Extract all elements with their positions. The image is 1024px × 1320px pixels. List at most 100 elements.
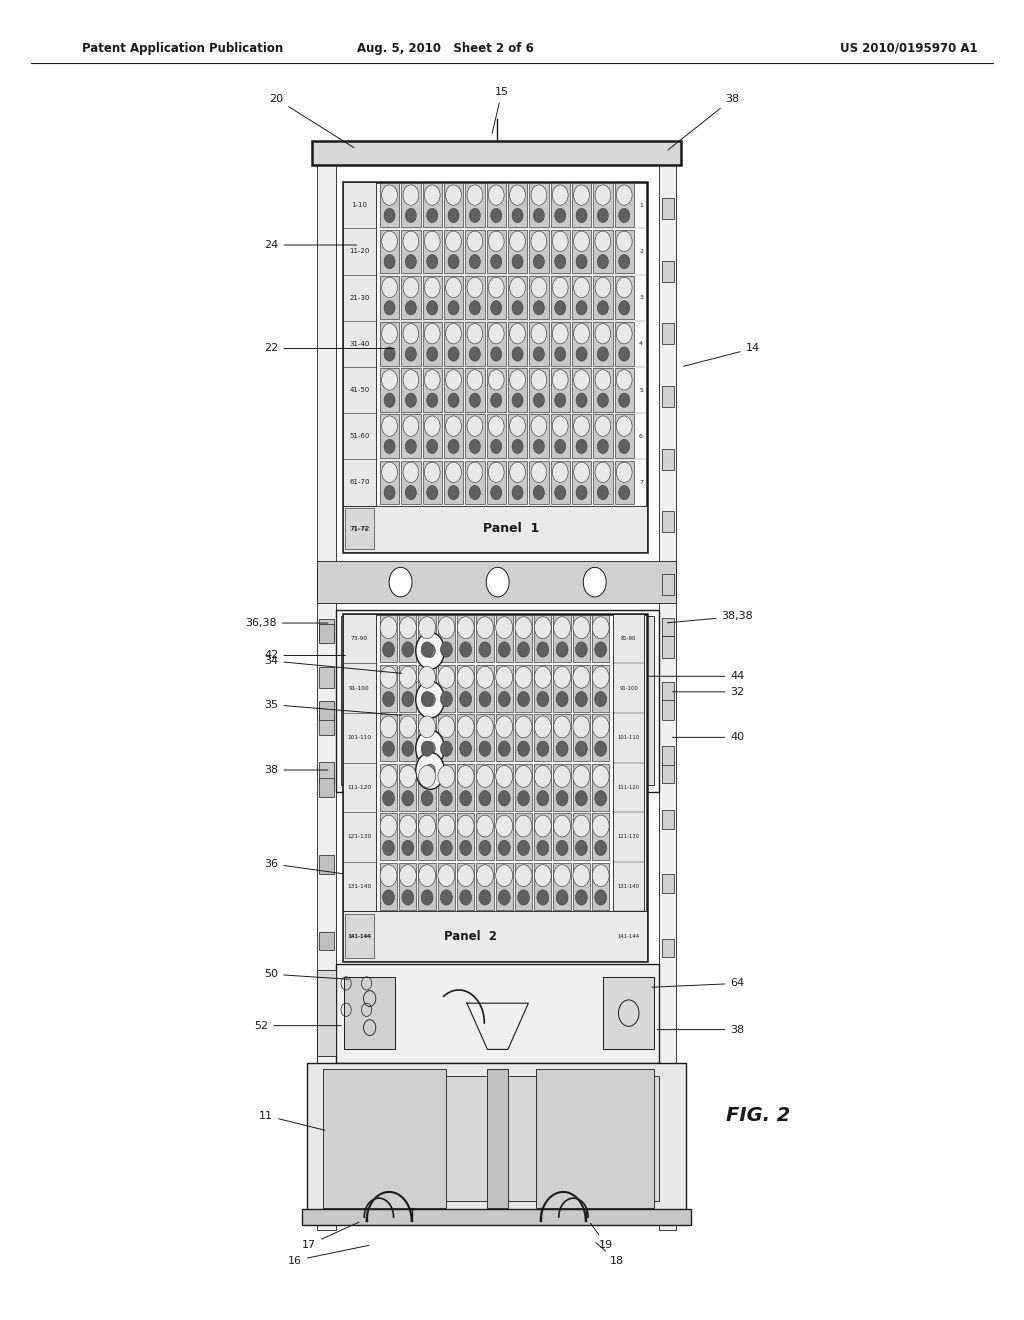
Bar [515,863,532,909]
Circle shape [490,440,502,454]
Text: 2: 2 [639,249,643,253]
Circle shape [499,791,510,807]
Bar [614,230,634,273]
Bar [399,764,417,810]
Circle shape [595,323,610,345]
Bar [444,414,463,458]
Bar [571,276,591,319]
Text: 141-144: 141-144 [348,933,371,939]
Text: 41-50: 41-50 [349,387,370,393]
Circle shape [595,692,606,706]
Circle shape [406,301,417,315]
Bar [487,1069,508,1208]
Text: 1-10: 1-10 [351,202,368,209]
Bar [399,615,417,663]
Circle shape [479,741,490,756]
Circle shape [618,486,630,500]
Bar [662,323,674,345]
Text: 16: 16 [288,1245,369,1266]
Circle shape [479,692,490,706]
Circle shape [534,301,545,315]
Text: 101-110: 101-110 [347,735,372,741]
Circle shape [440,890,453,906]
Circle shape [460,841,472,855]
Circle shape [401,791,414,807]
Circle shape [403,323,419,345]
Text: 38: 38 [668,94,739,150]
Circle shape [499,692,510,706]
Bar [496,665,513,711]
Circle shape [577,440,587,454]
Bar [662,810,674,829]
Bar [438,615,455,663]
Circle shape [592,865,609,887]
Bar [496,863,513,909]
Circle shape [427,301,437,315]
Circle shape [575,841,588,855]
Circle shape [383,890,394,906]
Circle shape [555,440,565,454]
Circle shape [424,323,440,345]
Circle shape [382,231,397,251]
Bar [535,615,551,663]
Circle shape [531,231,547,251]
Bar [319,855,334,874]
Circle shape [618,393,630,408]
Bar [465,414,484,458]
Circle shape [401,741,414,756]
Bar [399,813,417,861]
Bar [486,322,506,366]
Circle shape [512,347,523,362]
Circle shape [438,667,455,688]
Bar [593,368,612,412]
Circle shape [460,692,472,706]
Bar [593,461,612,504]
Bar [444,183,463,227]
Bar [476,863,494,909]
Circle shape [510,185,525,206]
Circle shape [467,231,482,251]
Circle shape [515,616,532,639]
Bar [476,714,494,762]
Bar [535,764,551,810]
Text: 21-30: 21-30 [349,294,370,301]
Bar [529,368,549,412]
Bar [319,624,334,643]
Circle shape [595,462,610,483]
Circle shape [556,741,568,756]
Circle shape [512,301,523,315]
Circle shape [469,347,480,362]
Text: 111-120: 111-120 [347,785,372,789]
Circle shape [592,616,609,639]
Bar [457,665,474,711]
Circle shape [424,416,440,437]
Circle shape [577,486,587,500]
Circle shape [554,766,570,787]
Bar [592,714,609,762]
Circle shape [460,890,472,906]
Circle shape [380,715,397,738]
Bar [508,414,527,458]
Circle shape [476,766,494,787]
Circle shape [469,440,480,454]
Circle shape [384,255,395,269]
Circle shape [384,209,395,223]
Text: 73-90: 73-90 [351,636,368,642]
Circle shape [618,440,630,454]
Circle shape [575,741,588,756]
Circle shape [382,323,397,345]
Circle shape [554,715,570,738]
Text: 71-72: 71-72 [349,525,370,532]
Bar [572,714,590,762]
Text: 3: 3 [639,296,643,300]
Circle shape [556,841,568,855]
Bar [613,614,644,911]
Circle shape [618,301,630,315]
Text: 101-110: 101-110 [617,735,640,741]
Circle shape [438,616,455,639]
Bar [438,714,455,762]
Circle shape [449,486,459,500]
Circle shape [421,741,433,756]
Circle shape [618,209,630,223]
Circle shape [577,255,587,269]
